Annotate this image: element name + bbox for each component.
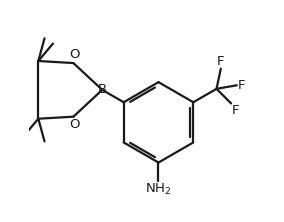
Text: F: F (238, 79, 245, 92)
Text: NH$_2$: NH$_2$ (145, 182, 172, 197)
Text: O: O (69, 118, 80, 131)
Text: O: O (69, 48, 80, 61)
Text: F: F (232, 104, 240, 117)
Text: F: F (217, 55, 225, 68)
Text: B: B (98, 83, 107, 96)
